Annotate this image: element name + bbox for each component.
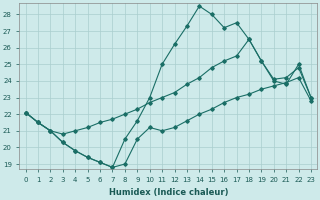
X-axis label: Humidex (Indice chaleur): Humidex (Indice chaleur) xyxy=(108,188,228,197)
